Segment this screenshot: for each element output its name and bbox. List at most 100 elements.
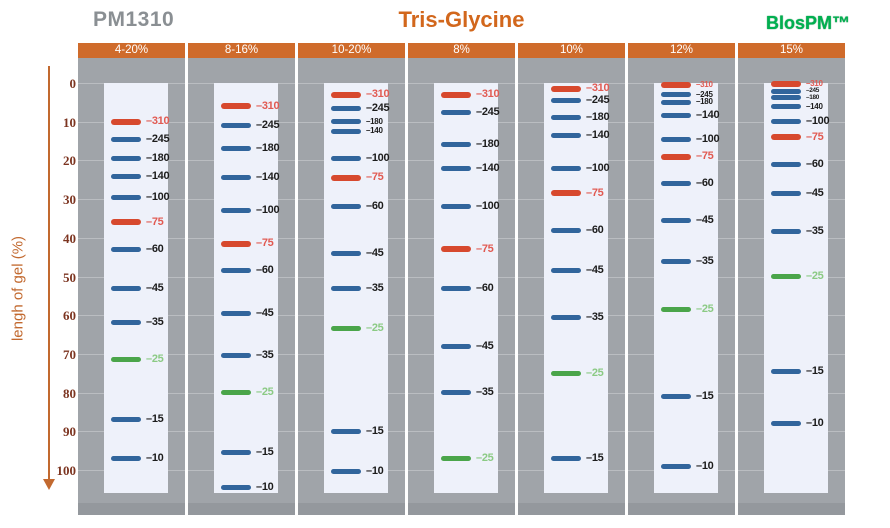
axis-tick-label: 30 (63, 192, 76, 208)
band-label: –75 (696, 150, 714, 163)
band-label: –140 (696, 109, 720, 122)
band-label: –75 (146, 215, 164, 228)
lane-header: 4-20% (78, 43, 185, 58)
marker-band (441, 246, 471, 253)
lane-column: –310 –245 –180 –140 –100 –75 –60 –45 –35 –25 –15 (518, 58, 625, 515)
lane-header: 8% (408, 43, 515, 58)
lane-column: –310 –245 –180 –140 –100 –75 –60 –45 –35 –25 –15 –1… (738, 58, 845, 515)
marker-band (111, 417, 141, 423)
axis-tick-label: 10 (63, 114, 76, 130)
brand-logo: BlosPM™ (765, 13, 850, 33)
lane-header: 15% (738, 43, 845, 58)
band-label: –15 (806, 364, 824, 377)
marker-band (331, 428, 361, 434)
marker-band (111, 320, 141, 326)
marker-band (771, 421, 801, 427)
marker-band (441, 204, 471, 210)
lane-footer-shade (78, 503, 185, 515)
lane-column: –310 –245 –180 –140 –100 –75 –60 –45 –35 –25 –15 –1… (78, 58, 185, 515)
band-label: –245 (476, 105, 500, 118)
marker-band (331, 204, 361, 210)
lane-column: –310 –245 –180 –140 –100 –75 –60 –45 –35 –25 –15 –1… (298, 58, 405, 515)
band-label: –60 (366, 200, 384, 213)
lane-column: –310 –245 –180 –140 –100 –75 –60 –45 –35 –25 (408, 58, 515, 515)
marker-band (111, 194, 141, 200)
band-label: –310 (476, 88, 500, 101)
band-label: –100 (366, 151, 390, 164)
gel-lane-strip (764, 83, 828, 493)
band-label: –140 (806, 101, 823, 111)
band-label: –180 (366, 116, 383, 126)
marker-band (111, 219, 141, 226)
band-label: –25 (696, 302, 714, 315)
band-label: –35 (806, 225, 824, 238)
marker-band (441, 455, 471, 461)
axis-tick-label: 90 (63, 424, 76, 440)
band-label: –25 (146, 353, 164, 366)
marker-band (551, 85, 581, 92)
band-label: –45 (586, 264, 604, 277)
band-label: –310 (696, 79, 713, 89)
band-label: –180 (146, 151, 170, 164)
marker-band (221, 484, 251, 490)
marker-band (661, 463, 691, 469)
marker-band (551, 97, 581, 103)
band-label: –60 (586, 223, 604, 236)
band-label: –75 (586, 186, 604, 199)
band-label: –100 (476, 200, 500, 213)
marker-band (551, 227, 581, 233)
marker-band (111, 246, 141, 252)
marker-band (771, 368, 801, 374)
band-label: –100 (696, 132, 720, 145)
marker-band (331, 155, 361, 161)
band-label: –245 (586, 93, 610, 106)
marker-band (111, 357, 141, 363)
marker-band (331, 250, 361, 256)
band-label: –75 (806, 130, 824, 143)
band-label: –45 (366, 246, 384, 259)
band-label: –60 (476, 281, 494, 294)
lane-footer-shade (628, 503, 735, 515)
band-label: –25 (586, 366, 604, 379)
band-label: –180 (256, 142, 280, 155)
band-label: –10 (256, 480, 274, 493)
marker-band (661, 258, 691, 264)
marker-band (111, 118, 141, 125)
band-label: –10 (806, 417, 824, 430)
band-label: –140 (146, 170, 170, 183)
band-label: –140 (366, 126, 383, 136)
axis-tick-label: 50 (63, 269, 76, 285)
axis-tick-label: 40 (63, 230, 76, 246)
band-label: –45 (806, 186, 824, 199)
band-label: –10 (366, 465, 384, 478)
band-label: –15 (586, 451, 604, 464)
band-label: –140 (586, 128, 610, 141)
axis-tick-label: 80 (63, 385, 76, 401)
band-label: –25 (256, 386, 274, 399)
marker-band (221, 103, 251, 110)
marker-band (111, 285, 141, 291)
band-label: –100 (146, 190, 170, 203)
marker-band (441, 285, 471, 291)
marker-band (771, 274, 801, 279)
marker-band (221, 208, 251, 214)
marker-band (111, 455, 141, 461)
band-label: –10 (146, 451, 164, 464)
band-label: –180 (696, 97, 713, 107)
band-label: –180 (586, 111, 610, 124)
marker-band (221, 146, 251, 152)
band-label: –75 (366, 171, 384, 184)
lane-footer-shade (188, 503, 295, 515)
marker-band (441, 165, 471, 171)
band-label: –35 (696, 254, 714, 267)
band-label: –15 (366, 424, 384, 437)
band-label: –35 (256, 349, 274, 362)
band-label: –60 (146, 242, 164, 255)
marker-band (771, 134, 801, 141)
marker-band (331, 91, 361, 98)
marker-band (551, 455, 581, 461)
band-label: –45 (696, 213, 714, 226)
marker-band (551, 132, 581, 138)
band-label: –245 (146, 133, 170, 146)
